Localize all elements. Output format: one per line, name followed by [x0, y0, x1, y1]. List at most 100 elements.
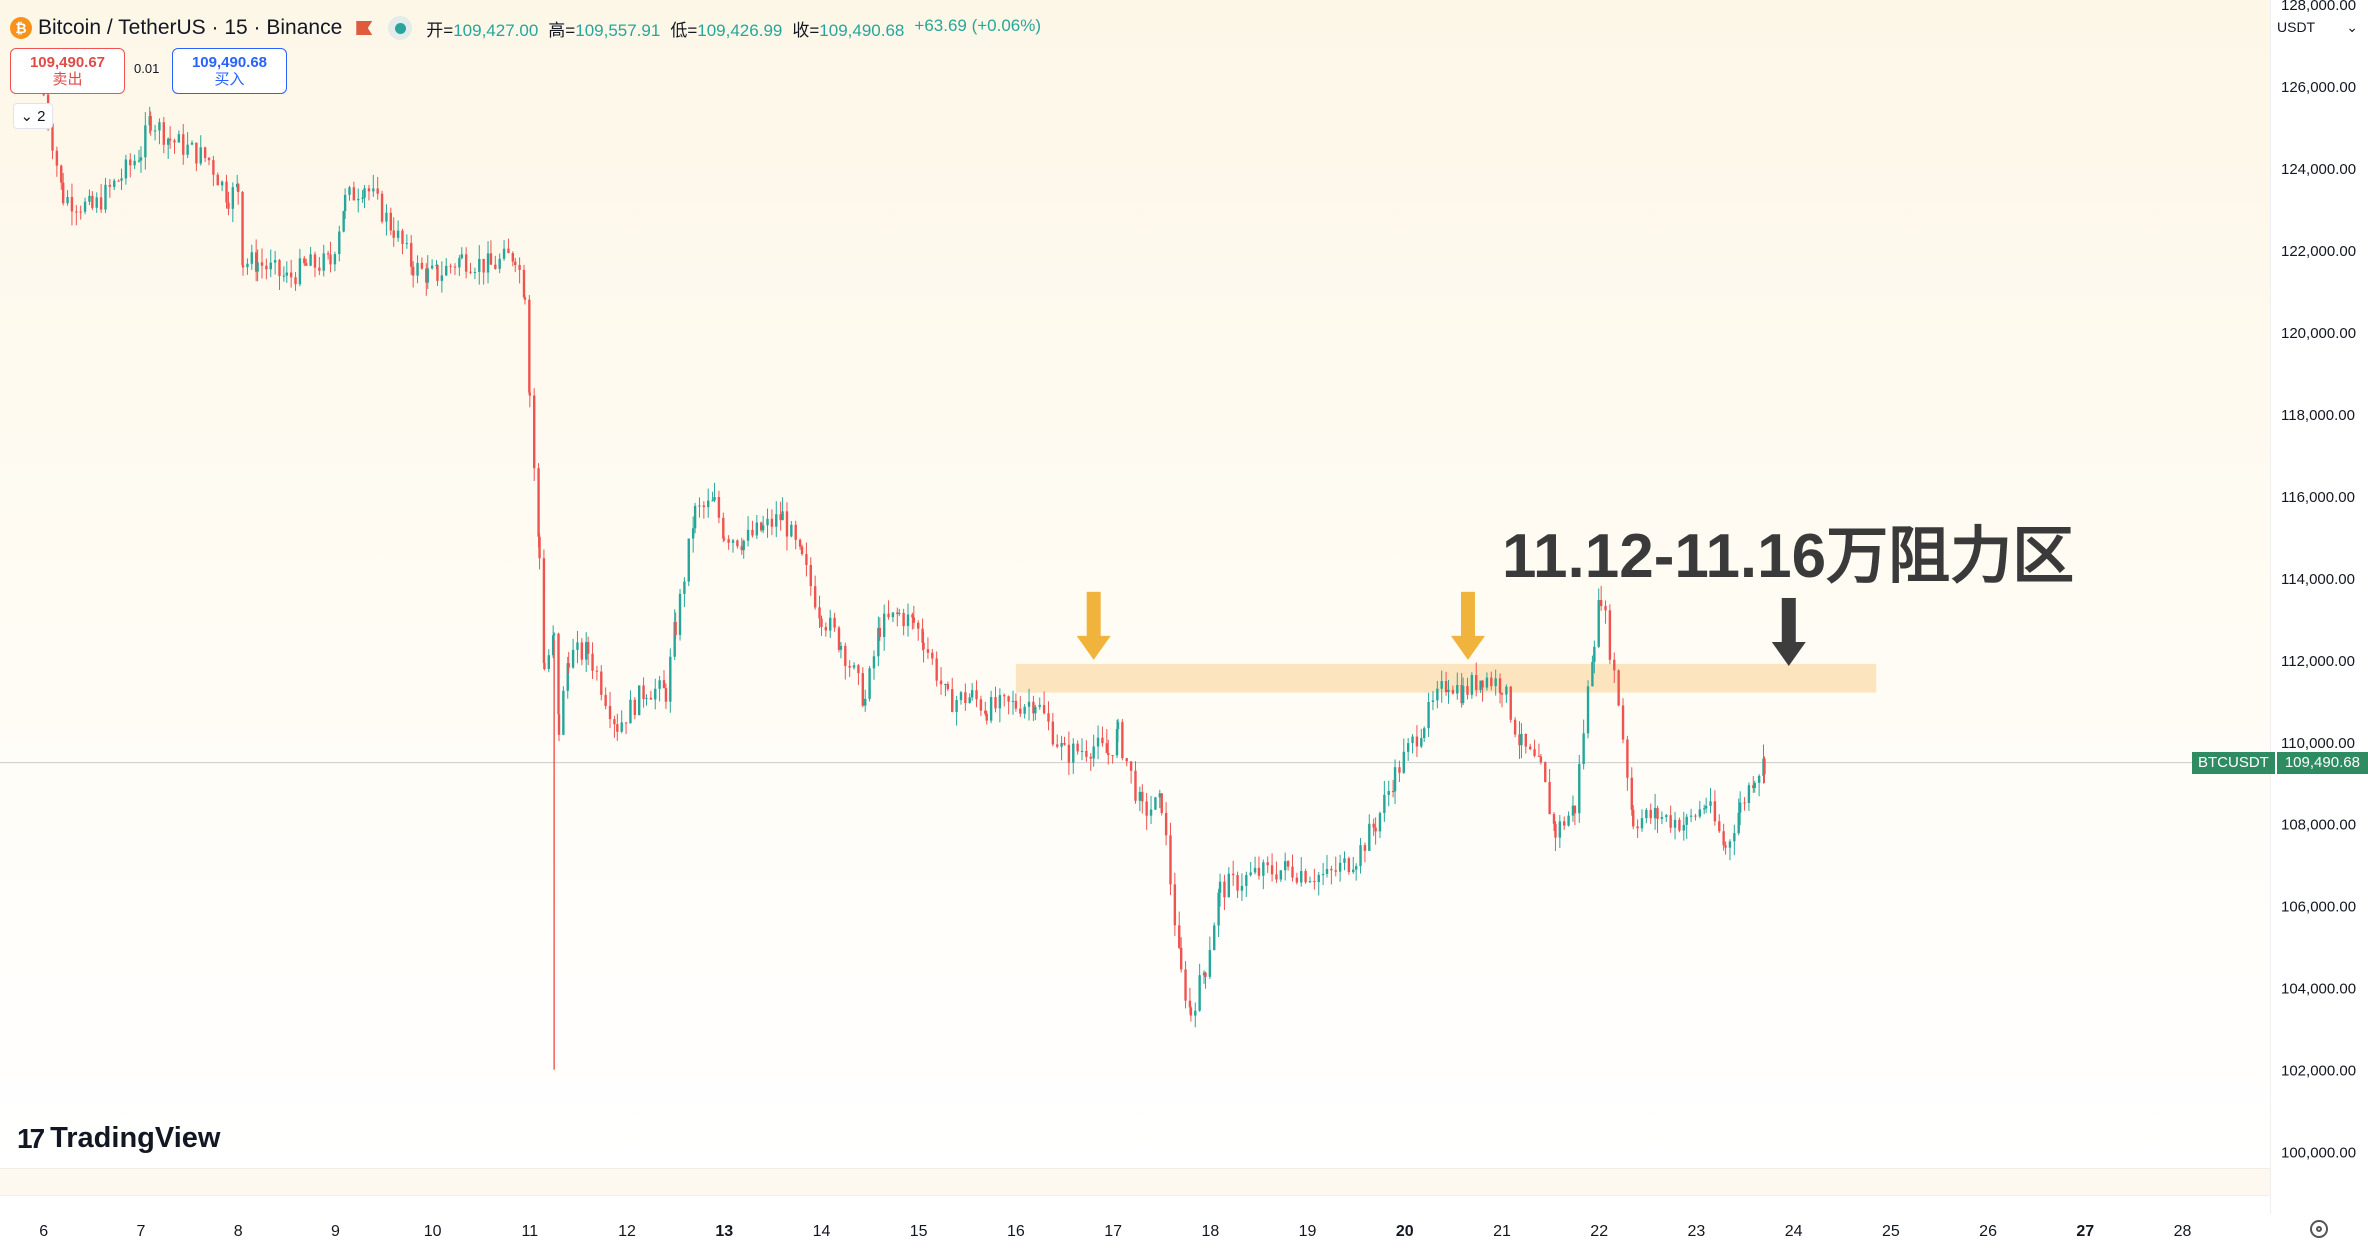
flag-icon[interactable] [356, 21, 373, 35]
tradingview-mark-icon: 17 [17, 1122, 45, 1154]
candle-body [922, 642, 925, 650]
candle-body [1738, 802, 1742, 813]
time-tick-label: 9 [331, 1223, 340, 1240]
time-tick-label: 7 [137, 1223, 146, 1240]
chevron-down-icon: ⌄ [2346, 18, 2358, 35]
candle-body [1571, 805, 1575, 816]
candle-body [1111, 755, 1114, 757]
candle-body [805, 554, 808, 565]
buy-button[interactable]: 109,490.68 买入 [172, 48, 287, 94]
candle-body [785, 511, 789, 537]
settings-icon[interactable] [2310, 1220, 2328, 1238]
candle-body [1411, 736, 1414, 744]
pane-separator[interactable] [0, 1168, 2270, 1196]
candle-body [1558, 821, 1562, 838]
currency-label: USDT [2277, 19, 2316, 35]
candle-body [1660, 817, 1664, 819]
candle-body [1149, 809, 1153, 816]
candle-body [1304, 871, 1307, 883]
currency-select[interactable]: USDT ⌄ [2271, 12, 2368, 42]
candle-body [1141, 791, 1144, 802]
candle-body [1374, 827, 1377, 832]
candle-body [199, 147, 202, 164]
candle-body [149, 116, 152, 131]
candle-body [318, 267, 321, 271]
candle-body [502, 248, 506, 259]
candle-body [486, 253, 490, 273]
candle-body [779, 514, 782, 521]
candle-body [896, 612, 899, 615]
candle-body [608, 705, 612, 720]
candle-body [794, 524, 797, 540]
time-tick-label: 8 [234, 1223, 243, 1240]
candle-body [645, 697, 648, 699]
candle-body [278, 260, 281, 277]
candle-body [79, 211, 82, 213]
time-axis[interactable] [0, 1195, 2270, 1255]
candle-body [887, 613, 890, 618]
candle-body [537, 468, 540, 537]
indicators-toggle-button[interactable]: ⌄ 2 [13, 103, 53, 129]
candle-body [1080, 750, 1084, 752]
candle-body [662, 680, 666, 689]
candle-body [220, 181, 224, 186]
candle-body [595, 670, 599, 672]
candle-body [538, 536, 541, 559]
resistance-annotation[interactable]: 11.12-11.16万阻力区 [1502, 522, 2075, 591]
candle-body [1047, 713, 1050, 722]
candle-body [1107, 753, 1110, 756]
candle-body [411, 266, 415, 276]
candle-body [818, 607, 821, 619]
sell-button[interactable]: 109,490.67 卖出 [10, 48, 125, 94]
candle-body [1456, 684, 1459, 694]
candle-body [60, 165, 63, 183]
candle-body [813, 586, 817, 608]
arrow-head [1771, 641, 1806, 666]
market-status-icon[interactable] [388, 16, 413, 40]
candle-body [1253, 867, 1257, 873]
candle-body [1330, 868, 1333, 871]
candle-body [837, 627, 841, 650]
candle-body [580, 642, 584, 660]
candle-body [1678, 819, 1681, 831]
time-tick-label: 17 [1104, 1223, 1122, 1240]
candle-body [313, 254, 317, 268]
price-axis[interactable] [2270, 0, 2368, 1214]
candle-body [868, 668, 871, 699]
candle-body [1347, 858, 1351, 873]
candle-body [528, 299, 531, 393]
bitcoin-icon[interactable]: ₿ [10, 17, 32, 39]
symbol-title[interactable]: Bitcoin / TetherUS · 15 · Binance [38, 16, 343, 39]
candle-body [1665, 815, 1668, 818]
candle-body [970, 690, 974, 698]
candle-body [1402, 751, 1406, 773]
candle-body [1698, 809, 1702, 817]
candle-body [1275, 874, 1278, 880]
tradingview-logo[interactable]: 17 TradingView [17, 1122, 220, 1155]
candle-body [766, 518, 769, 526]
candle-body [809, 564, 812, 587]
candle-body [236, 184, 240, 192]
candle-body [1179, 947, 1183, 970]
candle-body [698, 505, 701, 507]
candle-body [1257, 867, 1261, 876]
candle-body [298, 258, 302, 285]
candle-body [372, 188, 375, 192]
candle-body [824, 626, 828, 631]
candle-body [507, 248, 510, 254]
chart-pane[interactable] [0, 0, 2270, 1168]
candle-body [1649, 809, 1652, 819]
candle-body [1415, 736, 1419, 747]
candle-body [88, 195, 91, 202]
candle-body [445, 265, 448, 276]
candle-body [241, 191, 244, 266]
candle-body [1138, 791, 1142, 801]
candle-body [225, 181, 228, 203]
candle-body [1393, 767, 1397, 792]
time-tick-label: 10 [424, 1223, 442, 1240]
candle-body [770, 518, 774, 527]
price-tick-label: 114,000.00 [2281, 571, 2355, 588]
candle-body [367, 188, 371, 192]
candle-body [1593, 646, 1596, 662]
